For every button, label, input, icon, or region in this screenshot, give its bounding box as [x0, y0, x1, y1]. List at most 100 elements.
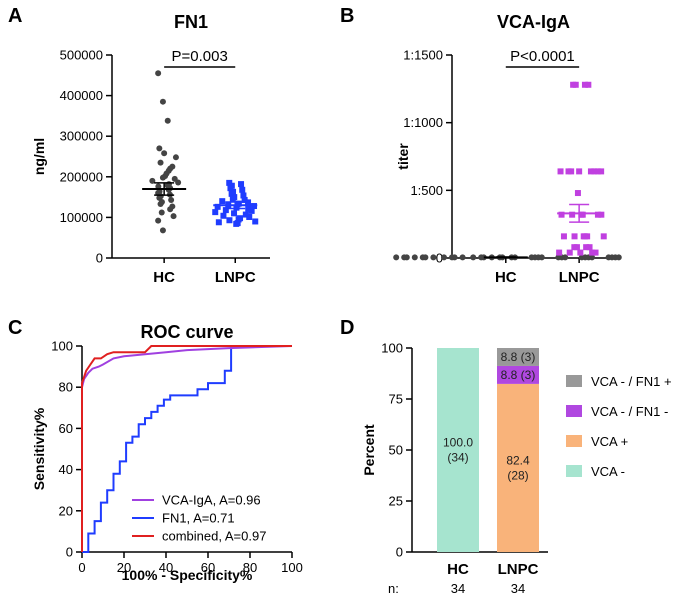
legend-swatch [566, 375, 582, 387]
legend-swatch [566, 465, 582, 477]
y-tick-label: 0 [66, 545, 73, 560]
panel-label: D [340, 317, 354, 339]
data-point [167, 206, 174, 213]
data-point [229, 195, 236, 202]
x-category-label: HC [495, 269, 517, 286]
data-point [220, 212, 227, 219]
data-point [577, 249, 584, 256]
y-axis-label: Percent [361, 424, 377, 476]
bar-value-label: (28) [507, 468, 528, 482]
legend-label: VCA - / FN1 + [591, 374, 672, 389]
data-point [403, 254, 410, 261]
data-point [591, 168, 598, 175]
data-point [235, 216, 242, 223]
bar-segment [497, 365, 539, 384]
bar-segment [437, 348, 479, 552]
panel-label: B [340, 5, 354, 27]
data-point [557, 168, 564, 175]
bar-segment [497, 383, 539, 552]
bar-value-label: (34) [447, 451, 468, 465]
panel-label: A [8, 5, 22, 27]
data-point [172, 154, 179, 161]
roc-curve [82, 345, 292, 553]
data-point [245, 205, 252, 212]
legend-swatch [566, 435, 582, 447]
data-point [598, 168, 605, 175]
data-point [598, 211, 605, 218]
data-point [581, 81, 588, 88]
data-point [219, 198, 226, 205]
data-point [149, 177, 156, 184]
data-point [164, 117, 171, 124]
data-point [538, 254, 545, 261]
panel-b: B VCA-IgA 0 1:500 1:1000 1:1500 titer HC LNPC P<0… [340, 5, 622, 286]
data-point [560, 233, 567, 240]
data-point [212, 209, 219, 216]
data-point [245, 199, 252, 206]
bar-value-label: 8.8 (3) [501, 368, 536, 382]
data-point [155, 70, 162, 77]
p-value-label: P<0.0001 [510, 48, 575, 65]
legend-label: VCA-IgA, A=0.96 [162, 493, 261, 508]
panel-a: A FN1 0 100000 200000 300000 400000 500000 ng/ml… [8, 5, 270, 286]
data-point [157, 159, 164, 166]
data-point [393, 254, 400, 261]
data-point [214, 203, 221, 210]
x-category-label: LNPC [559, 269, 600, 286]
n-value: 34 [451, 581, 465, 596]
data-point [576, 168, 583, 175]
y-tick-label: 200000 [60, 169, 103, 184]
data-point [470, 254, 477, 261]
n-label: n: [388, 581, 399, 596]
data-point [228, 190, 235, 197]
legend-label: VCA - / FN1 - [591, 404, 668, 419]
bar-value-label: 82.4 [506, 453, 530, 467]
legend-swatch [566, 405, 582, 417]
n-value: 34 [511, 581, 525, 596]
data-point [227, 185, 234, 192]
data-point [584, 233, 591, 240]
data-point [587, 168, 594, 175]
y-tick-label: 0 [96, 251, 103, 266]
data-point [566, 249, 573, 256]
x-tick-label: 100 [281, 560, 303, 575]
data-point [159, 174, 166, 181]
panel-d: D 0 25 50 75 100 Percent 100.0(34) HC 34 82.4(28) 8… [340, 317, 672, 596]
data-point [422, 254, 429, 261]
x-category-label: HC [447, 561, 469, 578]
data-point [569, 211, 576, 218]
x-tick-label: 0 [78, 560, 85, 575]
data-point [594, 211, 601, 218]
data-point [585, 81, 592, 88]
data-point [558, 211, 565, 218]
data-point [159, 98, 166, 105]
x-category-label: LNPC [498, 561, 539, 578]
y-tick-label: 80 [59, 380, 73, 395]
data-point [572, 81, 579, 88]
data-point [170, 213, 177, 220]
y-axis-label: Sensitivity% [31, 407, 47, 490]
data-point [238, 181, 245, 188]
x-tick-label: 40 [159, 560, 173, 575]
data-point [157, 201, 164, 208]
data-point [451, 254, 458, 261]
y-tick-label: 50 [389, 443, 403, 458]
data-point [556, 249, 563, 256]
bar-value-label: 100.0 [443, 436, 473, 450]
chart-title: FN1 [174, 12, 208, 32]
data-point [615, 254, 622, 261]
data-point [241, 196, 248, 203]
y-axis-label: ng/ml [31, 138, 47, 175]
data-point [226, 217, 233, 224]
bar-segment [497, 348, 539, 366]
data-point [574, 190, 581, 197]
y-tick-label: 300000 [60, 129, 103, 144]
data-point [233, 220, 240, 227]
data-point [215, 219, 222, 226]
data-point [155, 217, 162, 224]
data-point [578, 211, 585, 218]
data-point [600, 233, 607, 240]
data-point [168, 196, 175, 203]
data-point [233, 204, 240, 211]
